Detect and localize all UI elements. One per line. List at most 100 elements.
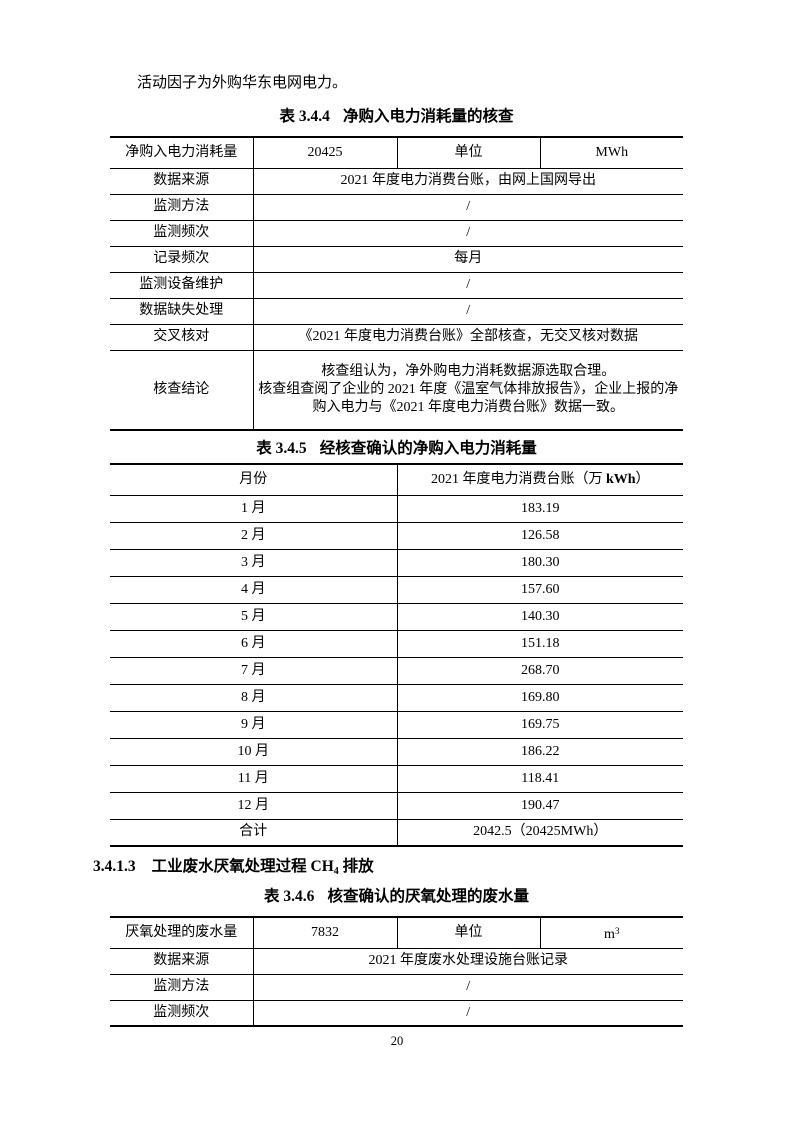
value-cell: 169.75 bbox=[396, 710, 683, 738]
table-row: 7 月 268.70 bbox=[110, 656, 683, 684]
row-value-cell: 每月 bbox=[252, 245, 683, 272]
value-cell: 180.30 bbox=[396, 548, 683, 576]
row-label-cell: 监测方法 bbox=[110, 193, 253, 220]
month-cell: 10 月 bbox=[110, 737, 397, 765]
row-label-cell: 监测设备维护 bbox=[110, 271, 253, 298]
value-cell: 268.70 bbox=[396, 656, 683, 684]
table-row: 记录频次 每月 bbox=[110, 245, 683, 272]
page-number: 20 bbox=[390, 1034, 404, 1048]
table-total-row: 合计 2042.5（20425MWh） bbox=[110, 818, 683, 846]
value-cell: 140.30 bbox=[396, 602, 683, 630]
conclusion-line1: 核查组认为，净外购电力消耗数据源选取合理。 bbox=[321, 363, 616, 379]
table-row: 10 月 186.22 bbox=[110, 737, 683, 765]
table-row: 3 月 180.30 bbox=[110, 548, 683, 576]
cubic-superscript: 3 bbox=[614, 925, 620, 936]
value-cell: 183.19 bbox=[396, 494, 683, 522]
month-cell: 9 月 bbox=[110, 710, 397, 738]
table-row: 4 月 157.60 bbox=[110, 575, 683, 603]
table-3-4-4-caption: 表 3.4.4 净购入电力消耗量的核查 bbox=[93, 107, 700, 127]
total-label-cell: 合计 bbox=[110, 818, 397, 846]
table-row: 6 月 151.18 bbox=[110, 629, 683, 657]
month-cell: 11 月 bbox=[110, 764, 397, 792]
month-cell: 8 月 bbox=[110, 683, 397, 711]
table-row: 2 月 126.58 bbox=[110, 521, 683, 549]
section-number: 3.4.1.3 bbox=[93, 858, 136, 875]
month-cell: 6 月 bbox=[110, 629, 397, 657]
row-value-cell: 《2021 年度电力消费台账》全部核查，无交叉核对数据 bbox=[252, 323, 683, 350]
table-row: 监测频次 / bbox=[110, 999, 683, 1026]
row-value-cell: / bbox=[252, 193, 683, 220]
table-row: 11 月 118.41 bbox=[110, 764, 683, 792]
table-row: 12 月 190.47 bbox=[110, 791, 683, 819]
value-cell: 169.80 bbox=[396, 683, 683, 711]
month-header-cell: 月份 bbox=[110, 463, 397, 495]
value-cell: 151.18 bbox=[396, 629, 683, 657]
table-row: 数据缺失处理 / bbox=[110, 297, 683, 324]
month-cell: 12 月 bbox=[110, 791, 397, 819]
value-header-suffix: ） bbox=[635, 471, 650, 487]
value-cell: 157.60 bbox=[396, 575, 683, 603]
row-label-cell: 数据缺失处理 bbox=[110, 297, 253, 324]
table-header-row: 月份 2021 年度电力消费台账（万 kWh） bbox=[110, 463, 683, 495]
row-value-cell: / bbox=[252, 297, 683, 324]
month-cell: 5 月 bbox=[110, 602, 397, 630]
month-cell: 1 月 bbox=[110, 494, 397, 522]
table-row: 1 月 183.19 bbox=[110, 494, 683, 522]
table-row: 9 月 169.75 bbox=[110, 710, 683, 738]
table-3-4-5: 月份 2021 年度电力消费台账（万 kWh） 1 月 183.19 2 月 1… bbox=[110, 463, 683, 847]
month-cell: 4 月 bbox=[110, 575, 397, 603]
row-value-cell: 2021 年度废水处理设施台账记录 bbox=[252, 947, 683, 974]
total-value-cell: 2042.5（20425MWh） bbox=[396, 818, 683, 846]
unit-label-cell: 单位 bbox=[396, 916, 540, 948]
value-header-prefix: 2021 年度电力消费台账（万 bbox=[430, 471, 606, 487]
row-value-cell: / bbox=[252, 999, 683, 1026]
row-value-cell: / bbox=[252, 219, 683, 246]
conclusion-cell: 核查组认为，净外购电力消耗数据源选取合理。 核查组查阅了企业的 2021 年度《… bbox=[252, 349, 683, 430]
ch4-subscript: 4 bbox=[333, 866, 339, 877]
value-header-cell: 2021 年度电力消费台账（万 kWh） bbox=[396, 463, 683, 495]
table-row: 监测频次 / bbox=[110, 219, 683, 246]
value-cell: 118.41 bbox=[396, 764, 683, 792]
table-row: 数据来源 2021 年度废水处理设施台账记录 bbox=[110, 947, 683, 974]
value-header-unit: kWh bbox=[605, 471, 636, 487]
value-cell: 20425 bbox=[252, 136, 397, 168]
month-cell: 7 月 bbox=[110, 656, 397, 684]
table-row: 监测方法 / bbox=[110, 193, 683, 220]
caption-number: 表 3.4.6 bbox=[264, 888, 315, 905]
table-row: 数据来源 2021 年度电力消费台账，由网上国网导出 bbox=[110, 167, 683, 194]
row-label-cell: 净购入电力消耗量 bbox=[110, 136, 253, 168]
table-3-4-4: 净购入电力消耗量 20425 单位 MWh 数据来源 2021 年度电力消费台账… bbox=[110, 136, 683, 431]
value-cell: 126.58 bbox=[396, 521, 683, 549]
value-cell: 7832 bbox=[252, 916, 397, 948]
row-label-cell: 记录频次 bbox=[110, 245, 253, 272]
caption-title: 净购入电力消耗量的核查 bbox=[342, 108, 514, 125]
row-value-cell: / bbox=[252, 271, 683, 298]
value-cell: 186.22 bbox=[396, 737, 683, 765]
table-row: 8 月 169.80 bbox=[110, 683, 683, 711]
month-cell: 3 月 bbox=[110, 548, 397, 576]
section-title: 工业废水厌氧处理过程 CH4 排放 bbox=[151, 858, 374, 877]
intro-paragraph: 活动因子为外购华东电网电力。 bbox=[137, 75, 348, 91]
table-3-4-5-caption: 表 3.4.5 经核查确认的净购入电力消耗量 bbox=[93, 439, 700, 459]
table-row: 厌氧处理的废水量 7832 单位 m3 bbox=[110, 916, 683, 948]
table-row: 净购入电力消耗量 20425 单位 MWh bbox=[110, 136, 683, 168]
table-row: 交叉核对 《2021 年度电力消费台账》全部核查，无交叉核对数据 bbox=[110, 323, 683, 350]
caption-number: 表 3.4.5 bbox=[256, 440, 307, 457]
month-cell: 2 月 bbox=[110, 521, 397, 549]
section-heading-3-4-1-3: 3.4.1.3 工业废水厌氧处理过程 CH4 排放 bbox=[93, 857, 700, 882]
row-value-cell: 2021 年度电力消费台账，由网上国网导出 bbox=[252, 167, 683, 194]
row-label-cell: 监测频次 bbox=[110, 219, 253, 246]
table-3-4-6-caption: 表 3.4.6 核查确认的厌氧处理的废水量 bbox=[93, 887, 700, 907]
row-label-cell: 监测频次 bbox=[110, 999, 253, 1026]
row-value-cell: / bbox=[252, 973, 683, 1000]
row-label-cell: 数据来源 bbox=[110, 947, 253, 974]
row-label-cell: 厌氧处理的废水量 bbox=[110, 916, 253, 948]
value-cell: 190.47 bbox=[396, 791, 683, 819]
row-label-cell: 交叉核对 bbox=[110, 323, 253, 350]
unit-value-cell: m3 bbox=[539, 916, 683, 948]
table-3-4-6: 厌氧处理的废水量 7832 单位 m3 数据来源 2021 年度废水处理设施台账… bbox=[110, 916, 683, 1027]
row-label-cell: 核查结论 bbox=[110, 349, 253, 430]
table-row: 5 月 140.30 bbox=[110, 602, 683, 630]
row-label-cell: 数据来源 bbox=[110, 167, 253, 194]
